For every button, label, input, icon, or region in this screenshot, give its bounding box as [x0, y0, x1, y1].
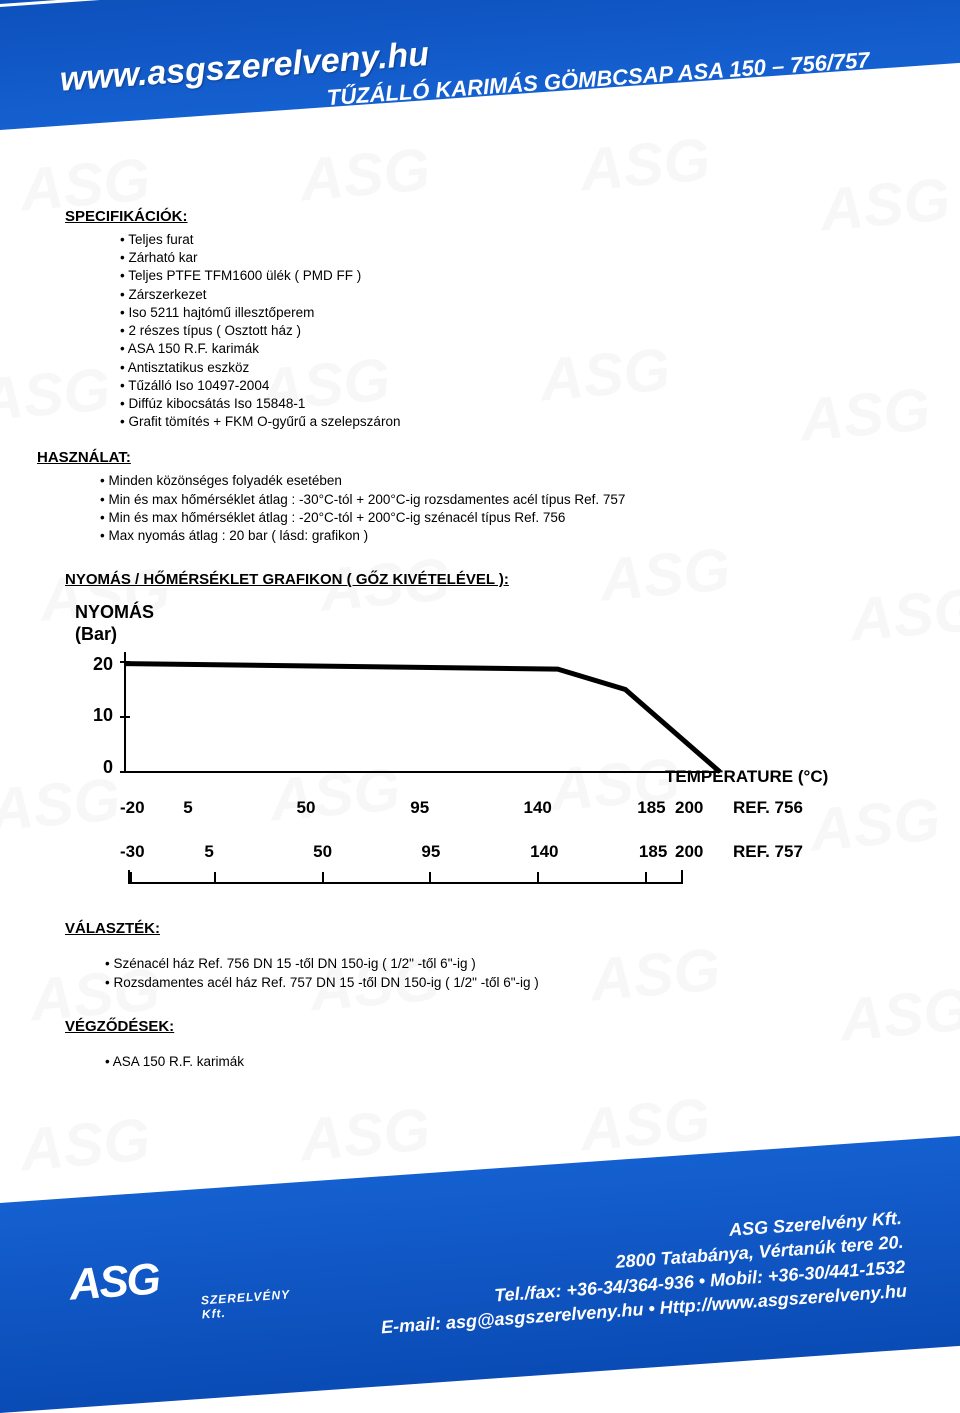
list-item: Zárható kar [120, 249, 895, 267]
list-item: Szénacél ház Ref. 756 DN 15 -től DN 150-… [105, 955, 895, 973]
xtick: -30 [120, 842, 145, 862]
xtick: 200 [675, 842, 703, 862]
xtick: 140 [523, 798, 551, 818]
scale-line [128, 870, 683, 884]
usage-heading: HASZNÁLAT: [37, 449, 895, 466]
usage-list: Minden közönséges folyadék esetébenMin é… [100, 472, 895, 545]
ytick-10: 10 [83, 705, 113, 726]
xtick: 95 [421, 842, 440, 862]
watermark: ASG [297, 1094, 433, 1174]
watermark: ASG [577, 1084, 713, 1164]
ref-757: REF. 757 [733, 842, 803, 862]
list-item: Min és max hőmérséklet átlag : -20°C-tól… [100, 509, 895, 527]
xtick: 185 [639, 842, 667, 862]
spec-heading: SPECIFIKÁCIÓK: [65, 208, 895, 225]
list-item: Iso 5211 hajtómű illesztőperem [120, 304, 895, 322]
xtick: 200 [675, 798, 703, 818]
range-heading: VÁLASZTÉK: [65, 920, 895, 937]
watermark: ASG [17, 1104, 153, 1184]
list-item: 2 részes típus ( Osztott ház ) [120, 322, 895, 340]
chart-xlabel: TEMPERATURE (°C) [665, 767, 828, 787]
chart-yunit: (Bar) [75, 624, 117, 645]
list-item: Zárszerkezet [120, 286, 895, 304]
xtick: 185 [637, 798, 665, 818]
xtick: -20 [120, 798, 145, 818]
xtick: 5 [204, 842, 213, 862]
list-item: Teljes PTFE TFM1600 ülék ( PMD FF ) [120, 267, 895, 285]
list-item: Grafit tömítés + FKM O-gyűrű a szelepszá… [120, 413, 895, 431]
ref-756: REF. 756 [733, 798, 803, 818]
list-item: Minden közönséges folyadék esetében [100, 472, 895, 490]
list-item: Rozsdamentes acél ház Ref. 757 DN 15 -tő… [105, 974, 895, 992]
ytick-20: 20 [83, 654, 113, 675]
chart: NYOMÁS (Bar) 20 10 0 TEMPERATURE (°C) -2… [65, 602, 895, 902]
xtick: 95 [410, 798, 429, 818]
xtick: 50 [296, 798, 315, 818]
list-item: Teljes furat [120, 231, 895, 249]
xtick: 140 [530, 842, 558, 862]
chart-ylabel: NYOMÁS [75, 602, 154, 623]
list-item: ASA 150 R.F. karimák [105, 1053, 895, 1071]
list-item: Max nyomás átlag : 20 bar ( lásd: grafik… [100, 527, 895, 545]
list-item: Tűzálló Iso 10497-2004 [120, 377, 895, 395]
content: SPECIFIKÁCIÓK: Teljes furatZárható karTe… [65, 190, 895, 1071]
list-item: ASA 150 R.F. karimák [120, 340, 895, 358]
endings-heading: VÉGZŐDÉSEK: [65, 1018, 895, 1035]
ytick-0: 0 [83, 757, 113, 778]
list-item: Diffúz kibocsátás Iso 15848-1 [120, 395, 895, 413]
xtick: 50 [313, 842, 332, 862]
spec-list: Teljes furatZárható karTeljes PTFE TFM16… [120, 231, 895, 431]
xtick: 5 [183, 798, 192, 818]
chart-heading: NYOMÁS / HŐMÉRSÉKLET GRAFIKON ( GŐZ KIVÉ… [65, 571, 895, 588]
range-list: Szénacél ház Ref. 756 DN 15 -től DN 150-… [105, 955, 895, 991]
list-item: Min és max hőmérséklet átlag : -30°C-tól… [100, 491, 895, 509]
list-item: Antisztatikus eszköz [120, 359, 895, 377]
chart-plot [120, 652, 730, 792]
endings-list: ASA 150 R.F. karimák [105, 1053, 895, 1071]
